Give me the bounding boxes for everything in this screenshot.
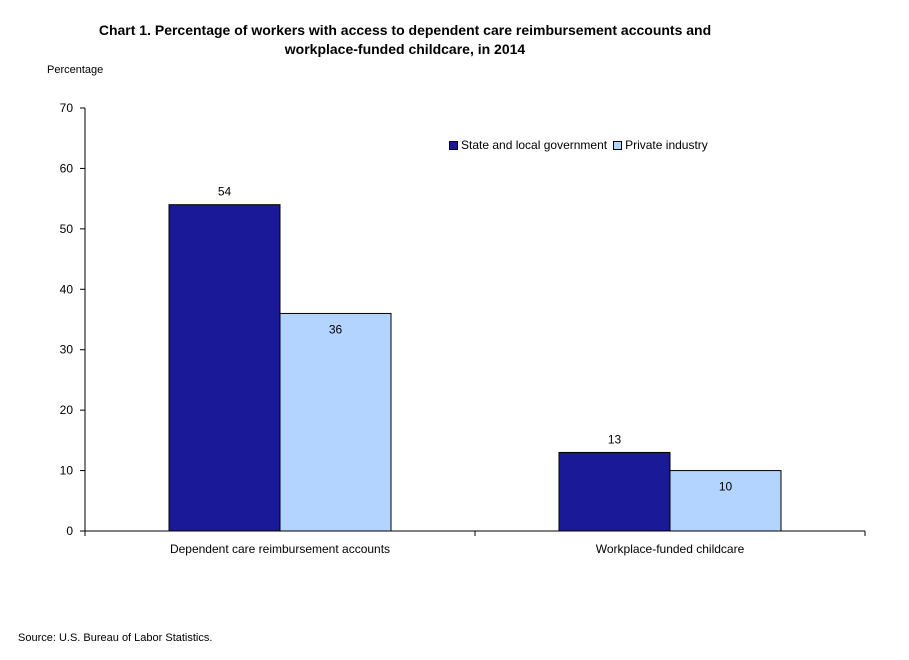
chart-title-line-2: workplace-funded childcare, in 2014 <box>284 41 526 57</box>
legend-swatch-state-local <box>449 140 458 150</box>
legend-item-private: Private industry <box>613 138 708 152</box>
x-tick-label: Workplace-funded childcare <box>596 542 745 556</box>
x-tick-label: Dependent care reimbursement accounts <box>170 542 390 556</box>
bar <box>558 451 671 532</box>
y-tick-label: 60 <box>60 161 74 175</box>
chart-title-line-1: Chart 1. Percentage of workers with acce… <box>98 22 712 38</box>
y-tick-label: 30 <box>60 343 74 357</box>
bar <box>168 204 281 532</box>
y-tick-label: 40 <box>60 282 74 296</box>
data-label: 10 <box>719 480 733 494</box>
legend-label-private: Private industry <box>625 138 708 152</box>
y-axis-label: Percentage <box>47 64 104 76</box>
bar <box>279 312 392 532</box>
y-tick-label: 20 <box>60 403 74 417</box>
y-tick-label: 70 <box>60 101 74 115</box>
source-note: Source: U.S. Bureau of Labor Statistics. <box>18 632 213 644</box>
data-label: 54 <box>218 185 232 199</box>
data-label: 36 <box>329 322 343 336</box>
legend-label-state-local: State and local government <box>461 138 608 152</box>
legend-swatch-private <box>613 140 623 150</box>
y-tick-label: 50 <box>60 222 74 236</box>
bar <box>669 470 782 532</box>
data-label: 13 <box>608 432 622 446</box>
legend-item-state-local: State and local government <box>449 138 607 152</box>
legend: State and local government Private indus… <box>449 138 714 152</box>
y-tick-label: 0 <box>66 524 73 538</box>
y-tick-label: 10 <box>60 464 74 478</box>
